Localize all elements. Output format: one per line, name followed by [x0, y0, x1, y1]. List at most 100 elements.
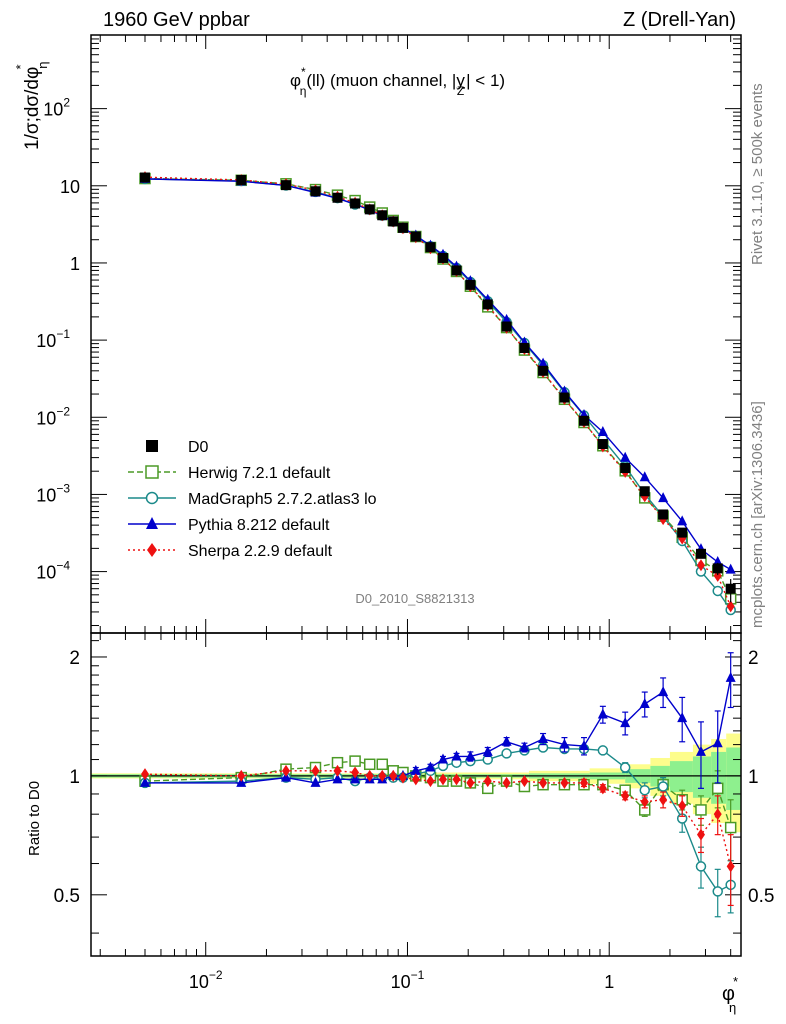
svg-text:Ratio to D0: Ratio to D0: [26, 781, 43, 856]
ratio-y-tick-label-left: 0.5: [54, 886, 80, 907]
ratio-line-4: [144, 770, 732, 867]
data-point: [451, 265, 462, 276]
ratio-point-2: [501, 748, 512, 759]
main-point-3: [538, 357, 549, 368]
title-y: y: [456, 71, 465, 90]
main-line-4: [144, 176, 732, 607]
legend-marker: [145, 465, 159, 479]
ratio-point-4: [726, 860, 735, 873]
ratio-point-3: [597, 708, 608, 719]
main-point-4: [726, 600, 735, 613]
main-point-4: [696, 559, 705, 572]
main-line-3: [144, 178, 732, 571]
ratio-point-1: [376, 758, 389, 771]
legend-label: MadGraph5 2.7.2.atlas3 lo: [188, 491, 377, 508]
ratio-point-4: [438, 773, 447, 786]
title-phi: φ: [290, 71, 301, 90]
data-point: [658, 509, 669, 520]
data-point: [350, 198, 361, 209]
data-point: [538, 365, 549, 376]
ratio-point-3: [559, 738, 570, 749]
ratio-y-tick-label-right: 2: [748, 648, 759, 669]
legend-label: Pythia 8.212 default: [188, 517, 330, 534]
data-point: [579, 415, 590, 426]
ratio-point-4: [389, 769, 398, 782]
y-tick-label: 102: [43, 96, 70, 120]
ratio-point-4: [333, 764, 342, 777]
ratio-point-4: [621, 789, 630, 802]
ratio-point-3: [310, 776, 321, 787]
main-point-3: [501, 313, 512, 324]
header-left: 1960 GeV ppbar: [103, 9, 250, 31]
x-tick-label: 10−2: [189, 968, 223, 992]
legend-label: D0: [188, 439, 209, 456]
x-axis-label: φ* η: [722, 974, 738, 1015]
main-point-3: [725, 563, 736, 574]
ratio-y-tick-label-left: 1: [69, 767, 80, 788]
data-point: [310, 186, 321, 197]
ratio-point-2: [712, 886, 723, 897]
ratio-point-4: [311, 764, 320, 777]
ratio-point-4: [502, 776, 511, 789]
data-point: [377, 210, 388, 221]
data-point: [725, 583, 736, 594]
data-point: [620, 463, 631, 474]
data-point: [639, 486, 650, 497]
ratio-point-3: [451, 750, 462, 761]
band-inner: [692, 756, 712, 798]
main-point-3: [658, 492, 669, 503]
ratio-point-2: [597, 745, 609, 756]
legend-marker: [145, 491, 159, 505]
data-point: [559, 392, 570, 403]
title-z: Z: [457, 84, 464, 98]
data-point: [139, 172, 150, 183]
ratio-panel-series: [139, 652, 737, 918]
data-point: [388, 216, 399, 227]
ratio-point-3: [695, 745, 706, 756]
main-point-3: [677, 515, 688, 526]
data-point: [397, 222, 408, 233]
legend: D0 Herwig 7.2.1 default MadGraph5 2.7.2.at…: [128, 439, 377, 560]
data-point: [332, 192, 343, 203]
ratio-y-tick-label-right: 1: [748, 767, 759, 788]
ratio-point-3: [677, 712, 688, 723]
data-point: [437, 252, 448, 263]
header-right: Z (Drell-Yan): [623, 9, 736, 31]
ratio-point-4: [452, 773, 461, 786]
ratio-point-1: [363, 758, 376, 771]
plot-title: φ* η(ll) (muon channel, |y Z| < 1): [290, 65, 505, 98]
ratio-point-3: [482, 745, 493, 756]
legend-marker: [146, 517, 158, 529]
ratio-point-3: [725, 671, 736, 682]
data-point: [501, 321, 512, 332]
axes-ticks: 10−2 10−1 1 10−4 10−3 10−2 10−1 1 10 102 0.5 0.5 1 1 2…: [36, 34, 774, 992]
ratio-point-3: [410, 764, 421, 775]
data-point: [597, 439, 608, 450]
ratio-point-3: [236, 776, 247, 787]
ratio-point-4: [678, 799, 687, 812]
main-panel-series: [139, 171, 737, 616]
ylabel-star: *: [13, 64, 28, 69]
ratio-point-4: [560, 776, 569, 789]
ratio-point-1: [349, 755, 361, 767]
y-tick-label: 10−1: [36, 327, 70, 351]
x-tick-label: 1: [604, 972, 614, 992]
ratio-point-3: [639, 698, 650, 709]
ratio-point-4: [140, 768, 149, 781]
ratio-point-2: [657, 781, 669, 792]
main-point-3: [620, 451, 631, 462]
legend-label: Sherpa 2.2.9 default: [188, 543, 333, 560]
legend-marker: [147, 543, 157, 557]
main-point-2: [712, 585, 723, 597]
main-point-3: [639, 471, 650, 482]
data-point: [519, 343, 530, 354]
svg-text:mcplots.cern.ch [arXiv:1306.34: mcplots.cern.ch [arXiv:1306.3436]: [749, 401, 766, 628]
x-tick-label: 10−1: [391, 968, 425, 992]
data-point: [281, 180, 292, 191]
data-point: [425, 242, 436, 253]
ratio-point-4: [659, 793, 668, 806]
ratio-point-4: [282, 764, 291, 777]
legend-label: Herwig 7.2.1 default: [188, 465, 331, 482]
ratio-point-2: [695, 861, 707, 872]
data-point: [236, 174, 247, 185]
